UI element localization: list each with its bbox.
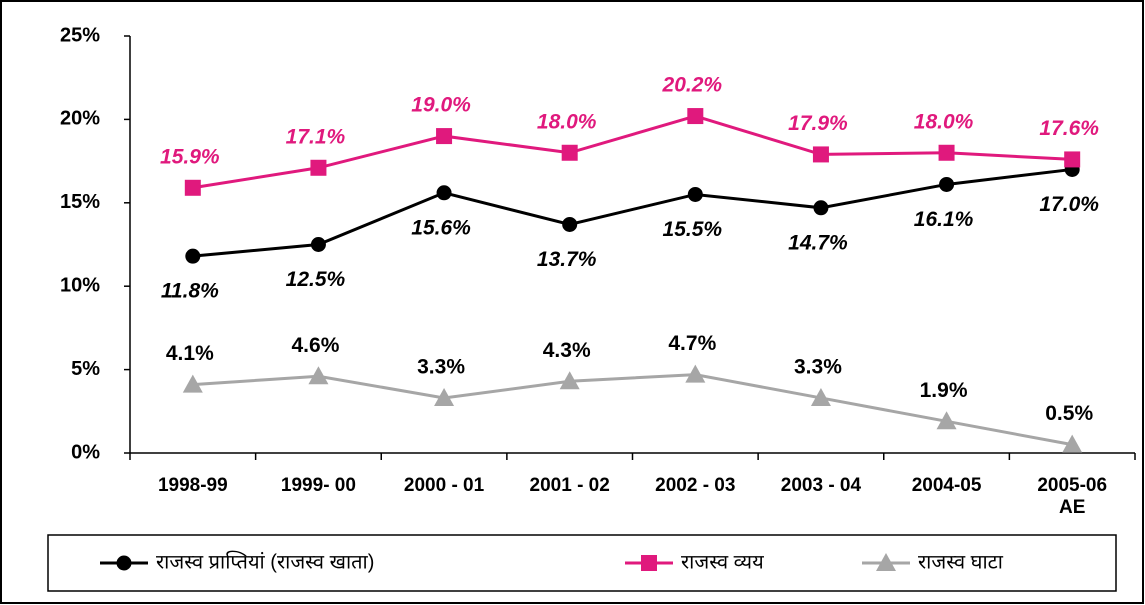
data-point xyxy=(308,366,329,385)
data-point xyxy=(687,108,704,125)
data-label: 3.3% xyxy=(417,356,465,379)
data-label: 11.8% xyxy=(161,280,219,303)
data-point xyxy=(562,216,578,232)
legend-box xyxy=(47,534,1117,592)
series-line xyxy=(192,167,1073,258)
data-point xyxy=(1064,151,1081,168)
data-point xyxy=(1062,434,1083,453)
y-tick-label: 5% xyxy=(71,358,100,380)
y-tick-label: 0% xyxy=(71,441,100,463)
data-point xyxy=(182,374,203,393)
legend-label: राजस्व प्राप्तियां (राजस्व खाता) xyxy=(156,550,374,573)
data-label: 13.7% xyxy=(537,248,597,271)
x-tick-label: 2005-06 AE xyxy=(1037,475,1108,518)
data-label: 20.2% xyxy=(662,74,723,97)
x-tick-label: 1998-99 xyxy=(157,475,228,496)
data-point xyxy=(310,237,326,252)
data-point xyxy=(559,371,580,390)
legend-marker xyxy=(641,555,657,571)
data-label: 18.0% xyxy=(537,110,597,133)
legend-marker xyxy=(876,553,896,571)
y-tick-label: 25% xyxy=(60,24,100,46)
data-label: 4.1% xyxy=(166,342,214,365)
data-point xyxy=(185,248,201,264)
x-tick-label: 2002 - 03 xyxy=(655,475,736,496)
y-tick-label: 20% xyxy=(60,108,100,130)
data-label: 0.5% xyxy=(1045,402,1093,425)
data-point xyxy=(813,200,829,216)
data-point xyxy=(812,146,829,163)
data-point xyxy=(561,144,578,161)
legend-label: राजस्व घाटा xyxy=(918,551,1004,573)
legend-marker xyxy=(116,555,132,571)
data-label: 4.3% xyxy=(543,339,591,362)
y-tick-label: 15% xyxy=(60,191,100,213)
data-label: 17.1% xyxy=(286,125,346,148)
x-tick-label: 1999- 00 xyxy=(280,475,356,496)
data-label: 4.7% xyxy=(668,332,716,355)
x-tick-label: 2003 - 04 xyxy=(780,475,862,496)
data-label: 4.6% xyxy=(292,334,340,357)
data-label: 19.0% xyxy=(411,94,471,117)
data-point xyxy=(434,387,455,406)
x-tick-label: 2004-05 xyxy=(911,475,982,496)
data-point xyxy=(687,186,703,202)
series-line xyxy=(192,114,1073,190)
data-point xyxy=(184,179,201,196)
data-label: 14.7% xyxy=(788,231,848,254)
data-point xyxy=(810,387,831,406)
data-label: 15.6% xyxy=(411,216,471,239)
data-point xyxy=(685,364,706,383)
data-label: 12.5% xyxy=(286,268,346,291)
data-point xyxy=(436,185,452,201)
data-point xyxy=(938,144,955,161)
data-label: 17.6% xyxy=(1039,117,1099,140)
y-tick-label: 10% xyxy=(60,274,100,296)
data-point xyxy=(936,411,957,430)
data-point xyxy=(310,159,327,176)
data-label: 17.0% xyxy=(1039,193,1099,216)
data-label: 3.3% xyxy=(794,356,842,379)
series-line xyxy=(192,373,1073,447)
x-tick-label: 2000 - 01 xyxy=(403,475,485,496)
data-label: 15.5% xyxy=(663,218,723,241)
x-tick-label: 2001 - 02 xyxy=(529,475,610,496)
data-label: 16.1% xyxy=(914,208,974,231)
data-point xyxy=(436,128,453,145)
data-label: 15.9% xyxy=(160,145,220,168)
data-point xyxy=(939,176,955,192)
legend-label: राजस्व व्यय xyxy=(681,551,764,573)
data-label: 1.9% xyxy=(920,379,968,402)
data-label: 18.0% xyxy=(914,110,974,133)
data-label: 17.9% xyxy=(788,112,848,135)
